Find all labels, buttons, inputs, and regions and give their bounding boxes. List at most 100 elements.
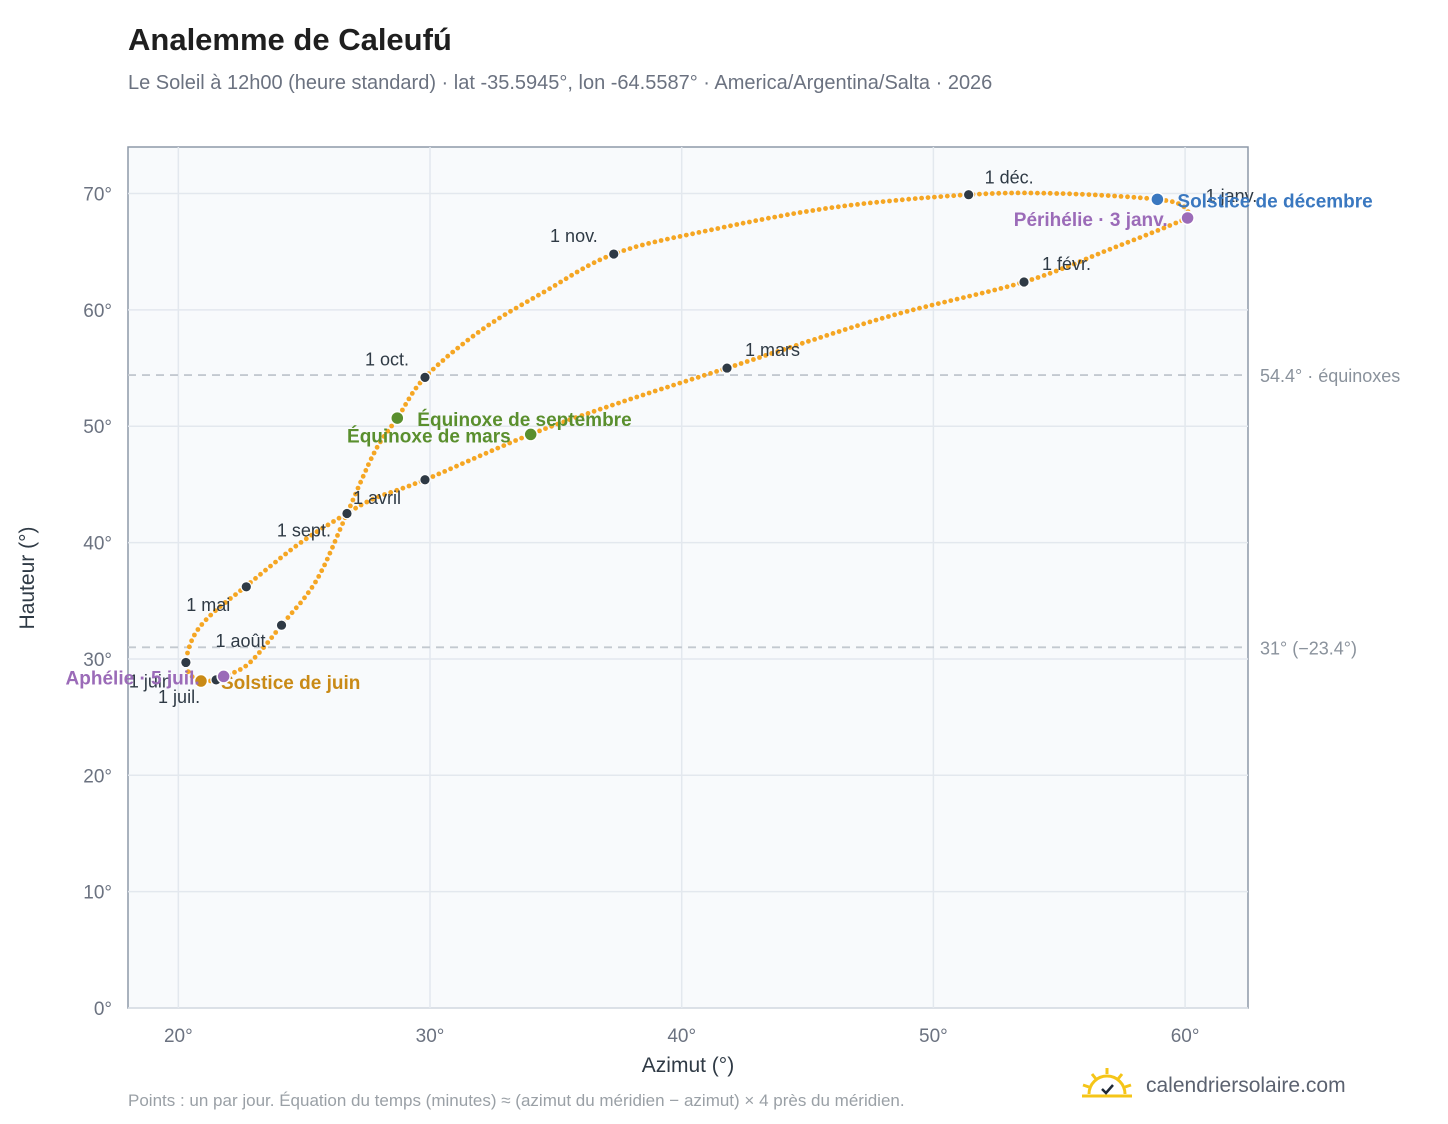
daily-point (283, 551, 288, 557)
daily-point (481, 326, 486, 332)
daily-point (951, 193, 957, 199)
daily-point (961, 295, 966, 300)
daily-point (409, 391, 415, 396)
daily-point (659, 386, 664, 392)
daily-point (948, 298, 954, 303)
daily-point (740, 220, 746, 226)
daily-point (689, 376, 695, 382)
daily-point (388, 490, 394, 495)
y-tick-label: 50° (83, 417, 112, 438)
daily-point (470, 333, 476, 339)
daily-point (677, 234, 683, 239)
daily-point (998, 286, 1004, 291)
daily-point (335, 533, 340, 538)
daily-point (465, 337, 471, 343)
daily-point (751, 357, 756, 362)
month-marker-label: 1 mai (186, 595, 230, 615)
daily-point (973, 292, 979, 297)
month-marker-label: 1 juin (129, 671, 172, 691)
daily-point (285, 615, 291, 620)
month-marker (275, 619, 288, 632)
daily-point (322, 562, 327, 568)
daily-point (835, 204, 841, 210)
daily-point (430, 366, 436, 372)
daily-point (935, 301, 941, 306)
daily-point (222, 600, 228, 605)
daily-point (816, 207, 822, 212)
event-marker (1180, 210, 1195, 226)
daily-point (508, 308, 513, 314)
daily-point (633, 244, 639, 250)
footnote: Points : un par jour. Équation du temps … (128, 1091, 905, 1110)
daily-point (1161, 225, 1167, 231)
daily-point (603, 404, 609, 410)
daily-point (634, 394, 640, 400)
daily-point (690, 231, 695, 237)
daily-point (1181, 204, 1187, 210)
daily-point (561, 419, 567, 425)
daily-point (1067, 191, 1072, 197)
daily-point (353, 505, 358, 511)
daily-point (549, 423, 554, 429)
daily-point (714, 369, 719, 374)
daily-point (873, 317, 879, 323)
daily-point (358, 502, 364, 508)
event-label: Périhélie · 3 janv. (1014, 210, 1168, 231)
y-tick-label: 60° (83, 301, 112, 322)
daily-point (1047, 190, 1053, 196)
daily-point (233, 592, 238, 597)
daily-point (563, 276, 569, 282)
daily-point (319, 568, 325, 574)
daily-point (363, 468, 369, 473)
daily-point (491, 319, 497, 324)
y-tick-label: 70° (83, 185, 112, 206)
daily-point (316, 574, 322, 579)
daily-point (848, 202, 854, 208)
reference-line-label: 54.4° · équinoxes (1260, 366, 1400, 386)
brand[interactable]: calendriersolaire.com (1080, 1066, 1346, 1105)
daily-point (671, 382, 676, 388)
daily-point (273, 559, 278, 565)
daily-point (603, 254, 609, 260)
month-marker-label: 1 mars (745, 340, 800, 360)
daily-point (400, 407, 405, 413)
daily-point (775, 349, 781, 354)
daily-point (371, 450, 377, 456)
daily-point (932, 194, 937, 200)
daily-point (460, 461, 465, 466)
daily-point (1131, 194, 1137, 200)
daily-point (772, 214, 778, 220)
daily-point (787, 345, 793, 350)
daily-point (364, 499, 370, 505)
daily-point (944, 193, 950, 199)
month-marker-label: 1 janv. (1206, 186, 1258, 206)
daily-point (734, 222, 740, 227)
daily-point (519, 435, 524, 441)
daily-point (652, 239, 658, 245)
daily-point (763, 353, 768, 358)
x-axis-label: Azimut (°) (642, 1054, 734, 1077)
month-marker-label: 1 oct. (365, 349, 409, 369)
daily-point (597, 257, 603, 263)
daily-point (1119, 242, 1125, 248)
month-marker-label: 1 avril (353, 488, 401, 508)
daily-point (855, 323, 860, 329)
daily-point (1101, 249, 1107, 255)
y-axis-label: Hauteur (°) (16, 527, 39, 630)
daily-point (303, 536, 309, 542)
daily-point (580, 266, 586, 272)
daily-point (721, 224, 727, 230)
daily-point (1004, 284, 1010, 290)
daily-point (1125, 194, 1130, 200)
daily-point (1047, 270, 1053, 276)
axis-ticks: 20° 30° 40° 50° 60° 0° 10° 20° 30° 40° 50° 60° 70° (83, 185, 1199, 1047)
daily-point (489, 448, 495, 454)
x-tick-label: 50° (919, 1026, 948, 1047)
daily-point (370, 496, 376, 502)
daily-point (781, 347, 787, 352)
daily-point (1015, 190, 1021, 196)
reference-lines: 54.4° · équinoxes 31° (−23.4°) (128, 366, 1400, 658)
daily-point (203, 617, 209, 623)
daily-point (849, 325, 854, 330)
daily-point (797, 210, 803, 215)
